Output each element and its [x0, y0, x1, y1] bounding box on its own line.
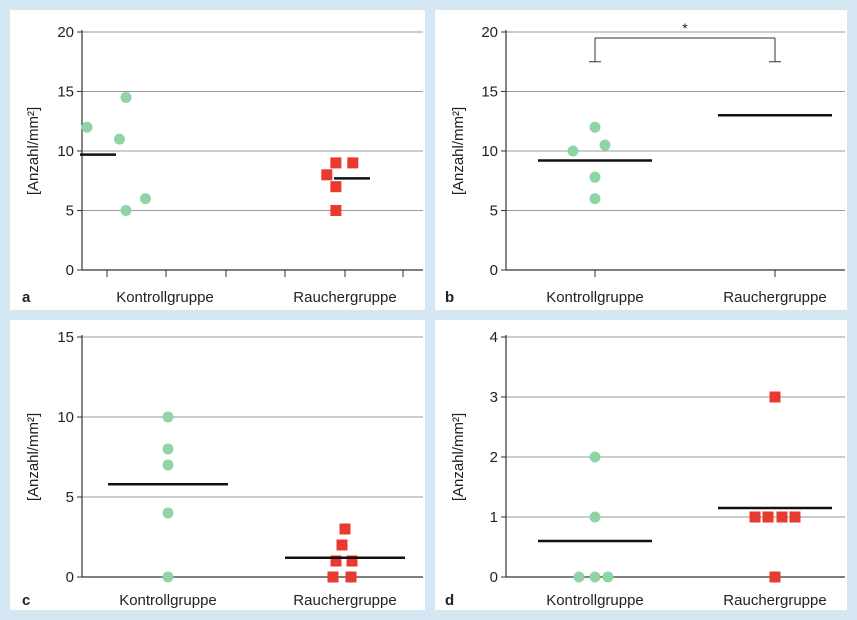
- y-tick-label: 15: [57, 84, 74, 101]
- data-point-kontroll: [567, 145, 579, 157]
- data-point-kontroll: [589, 511, 601, 523]
- y-tick-label: 0: [66, 262, 74, 279]
- category-label: Rauchergruppe: [723, 289, 826, 306]
- y-tick-label: 1: [490, 509, 498, 526]
- data-point-raucher: [346, 555, 358, 567]
- y-axis-label: [Anzahl/mm²]: [450, 107, 467, 195]
- data-point-kontroll: [81, 121, 93, 133]
- data-point-raucher: [347, 157, 359, 169]
- data-point-kontroll: [589, 171, 601, 183]
- data-point-kontroll: [589, 571, 601, 583]
- y-tick-label: 5: [490, 203, 498, 220]
- data-point-kontroll: [589, 121, 601, 133]
- y-tick-label: 2: [490, 449, 498, 466]
- y-axis-label: [Anzahl/mm²]: [25, 107, 42, 195]
- y-axis-label: [Anzahl/mm²]: [25, 413, 42, 501]
- category-label: Kontrollgruppe: [119, 592, 217, 609]
- significance-label: *: [682, 20, 688, 36]
- panel-letter: d: [445, 592, 454, 609]
- chart-d-svg: 0 1 2 3 4 Kontrollgruppe Rauchergruppe d [Anzahl…: [445, 329, 845, 609]
- y-tick-label: 3: [490, 389, 498, 406]
- category-label: Kontrollgruppe: [116, 289, 214, 306]
- y-tick-label: 0: [490, 262, 498, 279]
- data-point-kontroll: [573, 571, 585, 583]
- panel-b: 0 5 10 15 20 Kontrollgruppe Rauchergruppe b [Anz…: [435, 10, 847, 310]
- y-tick-label: 10: [57, 409, 74, 426]
- data-point-kontroll: [162, 411, 174, 423]
- data-point-kontroll: [120, 91, 132, 103]
- data-point-kontroll: [602, 571, 614, 583]
- panel-a: 0 5 10 15 20 Kontrollgruppe Rauchergruppe a [Anz…: [10, 10, 425, 310]
- y-tick-label: 10: [57, 143, 74, 160]
- data-point-raucher: [345, 571, 357, 583]
- data-point-kontroll: [162, 443, 174, 455]
- chart-a-svg: 0 5 10 15 20 Kontrollgruppe Rauchergruppe a [Anz…: [22, 24, 423, 306]
- data-point-raucher: [769, 391, 781, 403]
- panel-letter: c: [22, 592, 30, 609]
- data-point-raucher: [330, 555, 342, 567]
- y-tick-label: 0: [66, 569, 74, 586]
- y-tick-label: 20: [481, 24, 498, 41]
- data-point-raucher: [339, 523, 351, 535]
- data-point-raucher: [330, 157, 342, 169]
- data-point-kontroll: [589, 193, 601, 205]
- y-tick-label: 0: [490, 569, 498, 586]
- data-point-raucher: [330, 181, 342, 193]
- data-point-kontroll: [589, 451, 601, 463]
- data-point-kontroll: [114, 133, 125, 145]
- data-point-kontroll: [162, 459, 174, 471]
- category-label: Kontrollgruppe: [546, 592, 644, 609]
- data-point-kontroll: [162, 571, 174, 583]
- data-point-kontroll: [162, 507, 174, 519]
- y-tick-label: 5: [66, 203, 74, 220]
- y-tick-label: 4: [490, 329, 498, 346]
- y-tick-label: 15: [481, 84, 498, 101]
- data-point-raucher: [749, 511, 761, 523]
- data-point-raucher: [762, 511, 774, 523]
- panel-letter: b: [445, 289, 454, 306]
- data-point-kontroll: [140, 193, 151, 205]
- y-tick-label: 20: [57, 24, 74, 41]
- y-tick-label: 10: [481, 143, 498, 160]
- data-point-kontroll: [120, 205, 132, 216]
- panel-c: 0 5 10 15 Kontrollgruppe Rauchergruppe c [Anzah…: [10, 320, 425, 610]
- data-point-raucher: [769, 571, 781, 583]
- category-label: Rauchergruppe: [723, 592, 826, 609]
- category-label: Rauchergruppe: [293, 289, 396, 306]
- y-tick-label: 15: [57, 329, 74, 346]
- y-axis-label: [Anzahl/mm²]: [450, 413, 467, 501]
- data-point-raucher: [321, 169, 333, 181]
- chart-c-svg: 0 5 10 15 Kontrollgruppe Rauchergruppe c [Anzah…: [22, 329, 423, 609]
- chart-b-svg: 0 5 10 15 20 Kontrollgruppe Rauchergruppe b [Anz…: [445, 20, 845, 306]
- y-tick-label: 5: [66, 489, 74, 506]
- data-point-raucher: [336, 539, 348, 551]
- panel-letter: a: [22, 289, 31, 306]
- category-label: Kontrollgruppe: [546, 289, 644, 306]
- panel-d: 0 1 2 3 4 Kontrollgruppe Rauchergruppe d [Anzahl…: [435, 320, 847, 610]
- category-label: Rauchergruppe: [293, 592, 396, 609]
- data-point-raucher: [330, 205, 342, 216]
- data-point-raucher: [789, 511, 801, 523]
- data-point-kontroll: [599, 139, 611, 151]
- data-point-raucher: [327, 571, 339, 583]
- data-point-raucher: [776, 511, 788, 523]
